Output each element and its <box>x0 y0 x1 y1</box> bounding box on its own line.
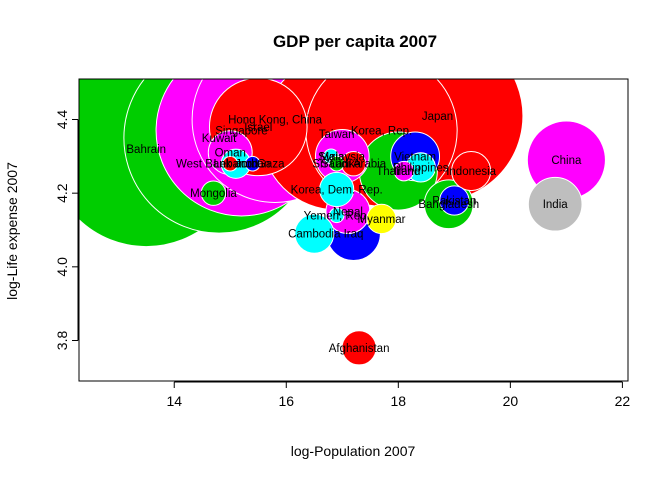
bubble-label: Mongolia <box>190 188 237 200</box>
bubble-point <box>319 171 355 208</box>
y-axis-label: log-Life expense 2007 <box>4 162 20 300</box>
bubble-label: Iran <box>394 166 414 178</box>
bubble-label: Bahrain <box>126 144 166 156</box>
bubble-label: West Bank and Gaza <box>176 159 285 171</box>
bubble-point <box>366 203 397 235</box>
bubble-label: Thailand <box>376 166 420 178</box>
bubble-point <box>244 155 261 172</box>
bubble-label: Pakistan <box>432 196 476 208</box>
y-tick-label: 4.4 <box>54 110 70 130</box>
bubble-label: Saudi Arabia <box>321 159 387 171</box>
bubble-label: Indonesia <box>446 166 496 178</box>
x-tick-label: 18 <box>391 393 407 409</box>
bubble-layer <box>79 79 606 366</box>
chart-title: GDP per capita 2007 <box>273 32 437 51</box>
bubble-label: Hong Kong, China <box>228 115 323 127</box>
y-tick-label: 4.0 <box>54 257 70 277</box>
bubble-label: Korea, Dem. Rep. <box>291 184 383 196</box>
x-tick-label: 22 <box>615 393 631 409</box>
bubble-label: Malaysia <box>320 151 366 163</box>
x-axis-label: log-Population 2007 <box>291 443 416 459</box>
bubble-label: Iraq <box>344 229 364 241</box>
bubble-point <box>200 180 227 206</box>
bubble-label: India <box>543 199 569 211</box>
bubble-point <box>222 155 239 172</box>
y-axis: 3.8 4.0 4.2 4.4 <box>54 110 79 351</box>
bubble-label: Lebanon <box>213 159 258 171</box>
bubble-label: Philippines <box>393 162 449 174</box>
bubble-label: Oman <box>215 148 246 160</box>
bubble-point <box>451 151 492 192</box>
y-tick-label: 3.8 <box>54 331 70 351</box>
bubble-label: Israel <box>244 122 272 134</box>
bubble-label: Kuwait <box>202 133 237 145</box>
bubble-label: Japan <box>422 111 453 123</box>
bubble-label: Bangladesh <box>418 199 479 211</box>
bubble-point <box>328 207 345 224</box>
bubble-label: Singapore <box>215 126 267 138</box>
x-axis: 14 16 18 20 22 <box>166 381 631 409</box>
x-tick-label: 16 <box>278 393 294 409</box>
bubble-label: Myanmar <box>358 214 406 226</box>
bubble-label: Taiwan <box>319 129 355 141</box>
bubble-point <box>527 176 583 232</box>
bubble-label-layer: Bahrain Kuwait Mongolia West Bank and Gaza S… <box>126 111 582 355</box>
bubble-label: Syria <box>318 151 345 163</box>
y-tick-label: 4.2 <box>54 183 70 203</box>
bubble-label: Sri Lanka <box>312 159 361 171</box>
bubble-label: Afghanistan <box>329 343 390 355</box>
bubble-label: Jordan <box>235 159 270 171</box>
bubble-point <box>439 185 470 216</box>
bubble-label: Korea, Rep. <box>351 126 412 138</box>
bubble-label: Vietnam <box>394 151 436 163</box>
bubble-label: Yemen, Rep. <box>304 210 370 222</box>
bubble-label: China <box>551 155 582 167</box>
x-tick-label: 20 <box>503 393 519 409</box>
bubble-label: Nepal <box>333 207 363 219</box>
bubble-point <box>294 213 335 254</box>
bubble-point <box>341 330 377 366</box>
bubble-label: Cambodia <box>288 229 341 241</box>
x-tick-label: 14 <box>166 393 182 409</box>
bubble-point <box>328 155 345 172</box>
bubble-point <box>393 160 415 182</box>
plot-frame <box>78 78 629 382</box>
